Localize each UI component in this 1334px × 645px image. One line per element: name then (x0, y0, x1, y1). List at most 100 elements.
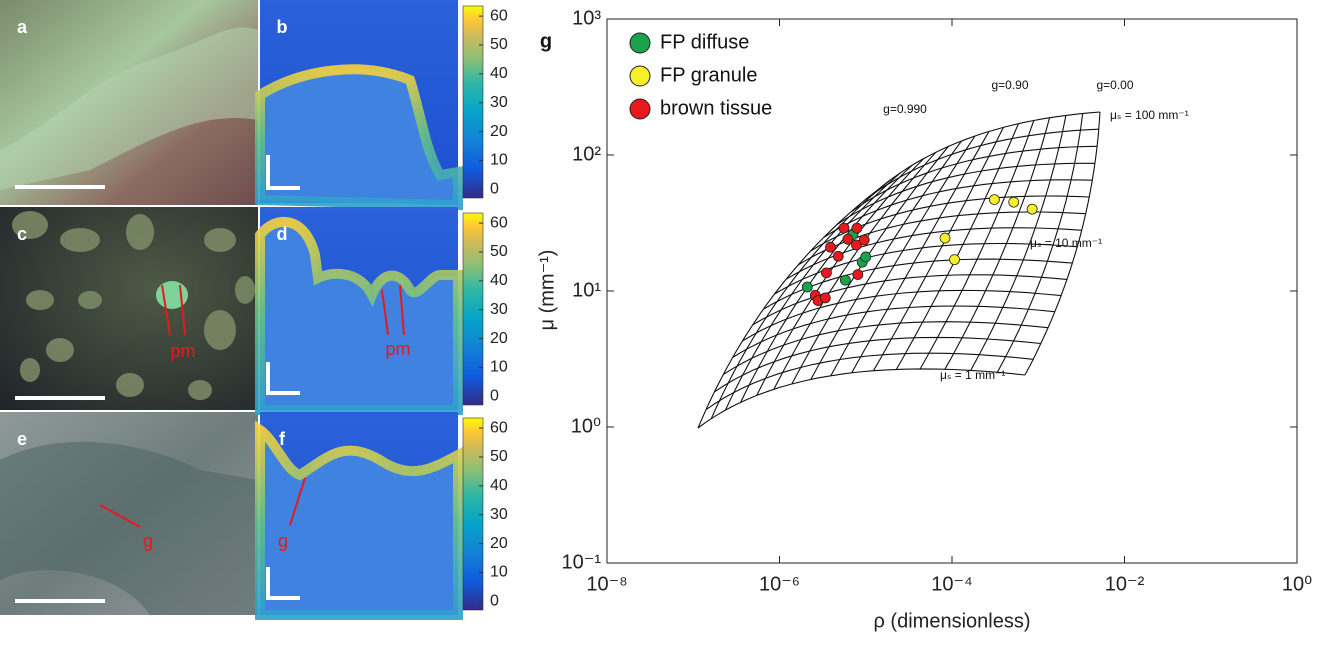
y-tick-label: 10⁰ (571, 415, 601, 437)
colorbar-tick-label: 20 (490, 535, 508, 552)
photo-texture (0, 27, 258, 191)
annotation: g=0.90 (991, 78, 1028, 92)
colorbar-tick-label: 0 (490, 181, 499, 198)
data-point (949, 254, 960, 266)
annotation: g=0.990 (883, 102, 927, 116)
colorbar-tick-label: 40 (490, 477, 508, 494)
colorbar-tick-label: 50 (490, 243, 508, 260)
colorbar-tick-label: 60 (490, 214, 508, 231)
data-point (801, 281, 813, 293)
colorbar-tick-label: 50 (490, 36, 508, 53)
colorbar-tick-label: 20 (490, 123, 508, 140)
colorbar-tick-label: 10 (490, 564, 508, 581)
colorbar-tick-label: 60 (490, 419, 508, 436)
annotation: pm (170, 341, 195, 361)
mesh-line (996, 113, 1084, 373)
data-point (858, 234, 870, 246)
colorbar-tick-label: 10 (490, 152, 508, 169)
scale-bars (15, 155, 300, 603)
colorbar-tick-label: 40 (490, 272, 508, 289)
model-mesh (697, 111, 1101, 429)
annotation: pm (385, 339, 410, 359)
x-tick-label: 10⁻⁸ (586, 573, 627, 595)
photo-highlight (156, 281, 188, 309)
data-point (1008, 196, 1020, 208)
panel-label: c (17, 224, 27, 244)
oct-tissue (255, 64, 463, 211)
panel-label: f (279, 429, 286, 449)
data-point (1026, 203, 1038, 215)
mesh-line (851, 131, 990, 374)
photo-texture (12, 211, 255, 400)
legend-label: brown tissue (660, 97, 772, 119)
colorbar-tick-label: 20 (490, 330, 508, 347)
mesh-line (895, 123, 1019, 370)
panel-label: d (277, 224, 288, 244)
mesh-line (740, 164, 913, 403)
data-point (821, 267, 832, 279)
arrows (99, 284, 405, 528)
colorbar-tick-label: 40 (490, 65, 508, 82)
photo-texture (0, 441, 258, 615)
oct-tissue (255, 420, 463, 620)
annotation: μₛ = 1 mm⁻¹ (940, 368, 1005, 382)
image-panels (0, 0, 463, 620)
mesh-line (850, 145, 1098, 213)
mesh-line (864, 128, 1099, 201)
data-point (832, 250, 844, 262)
colorbar-tick-label: 30 (490, 301, 508, 318)
y-axis-label: μ (mm⁻¹) (536, 250, 558, 331)
mesh-line (823, 179, 1093, 238)
mesh-line (791, 146, 949, 385)
mesh-line (836, 162, 1095, 225)
x-tick-label: 10⁻⁶ (759, 573, 800, 595)
colorbar-tick-label: 0 (490, 593, 499, 610)
y-tick-label: 10⁻¹ (562, 551, 602, 573)
legend-marker (629, 32, 651, 54)
chart-g: 10⁻⁸ 10⁻⁶ 10⁻⁴ 10⁻² 10⁰ 10⁻¹ 10⁰ 10¹ 10² 10³ ρ (di… (536, 7, 1312, 632)
x-tick-label: 10⁻² (1105, 573, 1145, 595)
data-point (825, 241, 836, 253)
data-point (819, 292, 831, 304)
colorbar-tick-label: 60 (490, 7, 508, 24)
mesh-line (879, 111, 1101, 189)
legend-label: FP granule (660, 64, 757, 86)
mesh-line (944, 117, 1051, 370)
mesh-line (785, 227, 1082, 280)
annotation: μₛ = 100 mm⁻¹ (1110, 108, 1189, 122)
legend-marker (629, 98, 651, 120)
legend-label: FP diffuse (660, 31, 749, 53)
colorbar-tick-label: 50 (490, 448, 508, 465)
mesh-line (1024, 111, 1101, 376)
mesh-line (697, 187, 881, 429)
colorbar (462, 417, 484, 611)
panel-label: b (277, 17, 288, 37)
data-point (988, 194, 1000, 205)
mesh-line (873, 127, 1004, 371)
colorbar (462, 212, 484, 406)
panel-label: g (540, 30, 552, 52)
colorbar-tick-label: 10 (490, 359, 508, 376)
mesh-line (970, 115, 1067, 371)
colorbar-tick-label: 0 (490, 388, 499, 405)
data-point (851, 222, 863, 234)
x-axis-label: ρ (dimensionless) (874, 610, 1031, 632)
x-tick-label: 10⁰ (1282, 573, 1312, 595)
y-tick-label: 10² (572, 143, 601, 165)
annotation: μₛ = 10 mm⁻¹ (1030, 236, 1102, 250)
mesh-line (774, 242, 1078, 295)
data-point (860, 251, 872, 263)
mesh-line (919, 120, 1035, 370)
y-tick-label: 10¹ (572, 279, 601, 301)
annotation: g (278, 531, 288, 551)
oct-tissue (255, 216, 463, 415)
colorbar-tick-label: 30 (490, 506, 508, 523)
data-point (852, 269, 864, 281)
data-point (839, 274, 851, 286)
annotation: g (143, 531, 153, 551)
data-point (939, 232, 951, 244)
panel-label: e (17, 429, 27, 449)
data-point (838, 222, 850, 234)
legend-marker (629, 65, 651, 87)
annotation: g=0.00 (1096, 78, 1133, 92)
